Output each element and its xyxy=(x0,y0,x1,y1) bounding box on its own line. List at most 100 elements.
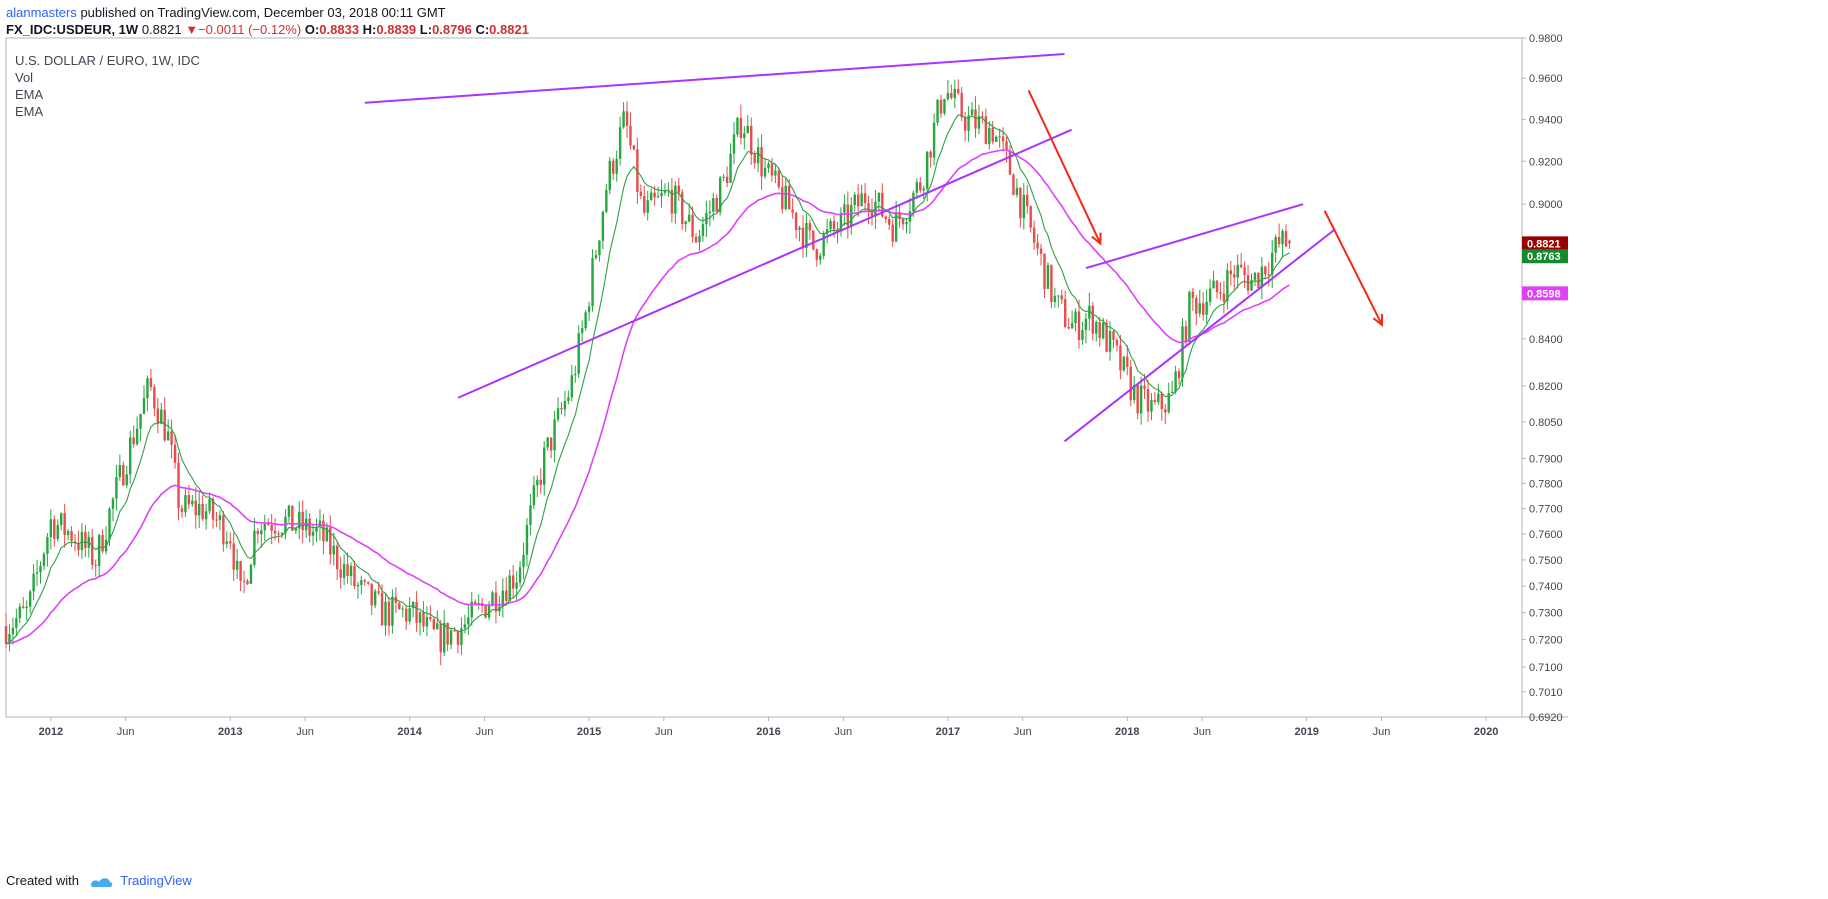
candle-body xyxy=(608,160,611,191)
candle-body xyxy=(746,125,749,134)
candle-body xyxy=(781,187,784,210)
high-label: H: xyxy=(362,22,377,37)
candle-body xyxy=(787,185,791,210)
created-with-text: Created with xyxy=(6,873,79,888)
plot-frame xyxy=(5,37,1523,718)
candle-body xyxy=(625,111,629,126)
down-arrow-shaft[interactable] xyxy=(1027,90,1102,245)
price-badge-ema_slow xyxy=(1522,286,1568,301)
trendline[interactable] xyxy=(1085,203,1304,270)
candle-body xyxy=(153,387,156,409)
legend-item-ema-1[interactable]: EMA xyxy=(15,87,44,102)
candle-body xyxy=(694,237,698,243)
candle-body xyxy=(677,185,680,193)
close-label: C: xyxy=(475,22,490,37)
candle-body xyxy=(166,431,170,441)
candle-body xyxy=(415,601,418,623)
candle-body xyxy=(173,444,177,463)
candle-body xyxy=(539,479,542,485)
candle-body xyxy=(715,198,718,213)
candle-body xyxy=(922,188,925,191)
candle-body xyxy=(1215,280,1219,293)
candle-body xyxy=(94,564,97,566)
candle-body xyxy=(753,154,756,164)
candle-body xyxy=(235,561,239,570)
candle-body xyxy=(149,378,153,388)
candle-body xyxy=(135,428,139,445)
tradingview-link[interactable]: TradingView xyxy=(120,873,192,888)
candle-body xyxy=(1098,322,1101,339)
candle-body xyxy=(936,99,939,123)
candle-body xyxy=(567,397,570,402)
trendline[interactable] xyxy=(457,128,1073,399)
x-tick-label: Jun xyxy=(1373,726,1391,738)
y-tick-label: 0.7900 xyxy=(1529,454,1563,466)
candle-body xyxy=(42,553,46,566)
candle-body xyxy=(1170,391,1174,393)
legend-item-ema-2[interactable]: EMA xyxy=(15,104,44,119)
candle-body xyxy=(1119,345,1122,371)
candle-body xyxy=(263,524,266,531)
candle-body xyxy=(1139,385,1143,414)
candle-body xyxy=(453,630,456,632)
candle-body xyxy=(139,413,142,429)
x-tick-label: 2016 xyxy=(756,726,780,738)
candle-body xyxy=(405,608,408,622)
trendline[interactable] xyxy=(1063,229,1335,443)
candle-body xyxy=(867,203,870,212)
candle-body xyxy=(101,534,104,552)
candle-body xyxy=(574,373,577,376)
candle-body xyxy=(360,580,363,586)
legend-title: U.S. DOLLAR / EURO, 1W, IDC xyxy=(15,53,200,68)
candle-body xyxy=(35,572,39,574)
candle-body xyxy=(1205,301,1208,315)
candle-body xyxy=(974,109,977,129)
candle-body xyxy=(146,378,149,398)
candle-body xyxy=(191,500,194,505)
candle-body xyxy=(739,117,743,138)
candle-body xyxy=(511,575,515,589)
author-link[interactable]: alanmasters xyxy=(6,5,77,20)
price-badge-label: 0.8598 xyxy=(1527,288,1561,300)
candle-body xyxy=(322,520,325,542)
candle-body xyxy=(449,630,453,645)
candle-body xyxy=(39,565,42,573)
candle-body xyxy=(1081,330,1084,341)
candle-body xyxy=(253,530,256,565)
candle-body xyxy=(556,408,560,420)
trendline[interactable] xyxy=(364,52,1065,104)
symbol-label: FX_IDC:USDEUR, 1W xyxy=(6,22,139,37)
candle-body xyxy=(249,564,253,584)
candle-body xyxy=(684,221,687,224)
candle-body xyxy=(346,564,349,577)
candle-body xyxy=(73,541,77,543)
candle-body xyxy=(549,437,553,451)
candle-body xyxy=(204,511,208,520)
candle-body xyxy=(429,617,432,620)
candle-body xyxy=(943,99,946,114)
candle-body xyxy=(981,116,984,118)
candle-body xyxy=(615,158,618,174)
y-tick-label: 0.8200 xyxy=(1529,381,1563,393)
ema-slow-line xyxy=(5,149,1290,645)
candle-body xyxy=(1036,242,1039,249)
candle-body xyxy=(560,408,563,410)
candle-body xyxy=(1022,194,1026,219)
candle-body xyxy=(701,224,705,236)
candle-body xyxy=(756,147,760,164)
candle-body xyxy=(349,565,353,577)
open-value: 0.8833 xyxy=(319,22,360,37)
candle-body xyxy=(66,531,70,535)
arrow-head-icon xyxy=(1091,232,1102,246)
candle-body xyxy=(1026,194,1029,207)
candle-body xyxy=(722,176,725,178)
candle-body xyxy=(1012,174,1015,195)
candle-body xyxy=(1077,311,1081,341)
low-value: 0.8796 xyxy=(432,22,472,37)
candle-body xyxy=(605,190,608,212)
candle-body xyxy=(373,591,377,606)
legend-item-vol[interactable]: Vol xyxy=(15,70,34,85)
candle-body xyxy=(736,117,739,135)
down-arrow-shaft[interactable] xyxy=(1323,210,1383,326)
